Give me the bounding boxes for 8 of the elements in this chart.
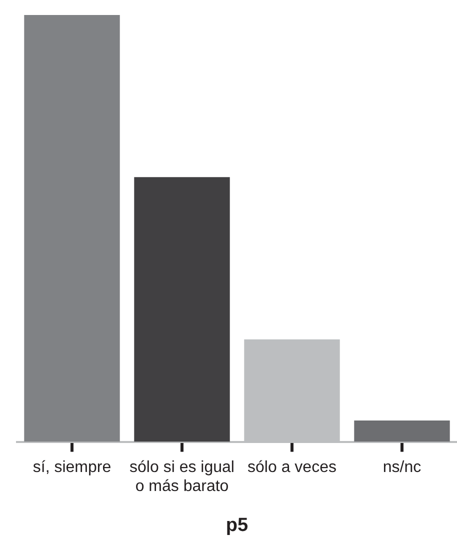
x-tick-label: sólo si es igual o más barato — [130, 458, 234, 496]
x-tick-label: ns/nc — [382, 458, 422, 476]
x-axis-title: p5 — [226, 514, 249, 536]
bar — [354, 420, 450, 442]
x-tick-label: sólo a veces — [248, 458, 336, 476]
x-tick-label: sí, siempre — [32, 458, 112, 476]
bar — [134, 177, 230, 442]
bar — [24, 15, 120, 442]
